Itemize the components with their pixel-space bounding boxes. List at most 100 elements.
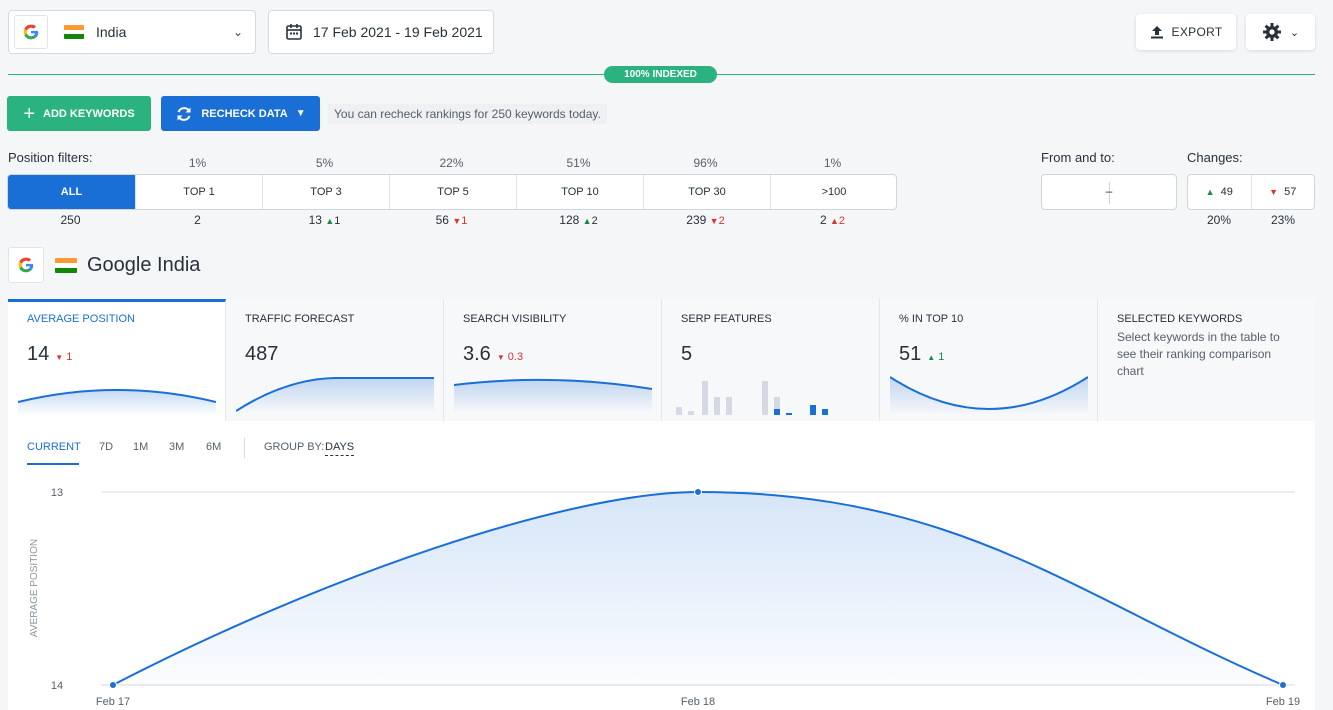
data-point [1279, 681, 1287, 689]
export-button[interactable]: EXPORT [1136, 14, 1236, 50]
y-tick-label: 14 [51, 680, 63, 692]
from-to-range[interactable]: – [1041, 174, 1177, 210]
filter-pct: 22% [439, 156, 464, 170]
position-chart: 13 14 AVERAGE POSITION Feb 17 Feb 18 Feb 19 [29, 487, 1300, 708]
add-keywords-button[interactable]: + ADD KEYWORDS [7, 96, 151, 131]
recheck-data-label: RECHECK DATA [201, 107, 288, 120]
filter-all[interactable]: ALL [8, 175, 135, 209]
date-range-text: 17 Feb 2021 - 19 Feb 2021 [313, 24, 483, 40]
metric-value: 3.6 ▼ 0.3 [463, 343, 524, 365]
x-tick-label: Feb 19 [1266, 696, 1300, 708]
changes-down[interactable]: ▼ 57 [1269, 186, 1297, 198]
position-filters-label: Position filters: [8, 150, 93, 165]
plus-icon: + [23, 102, 35, 125]
google-icon [14, 15, 48, 49]
from-to-label: From and to: [1041, 150, 1115, 165]
x-tick-label: Feb 17 [96, 696, 130, 708]
serp-bars [676, 381, 828, 415]
export-label: EXPORT [1171, 25, 1223, 39]
metric-value: 5 [681, 343, 693, 365]
filter-top10[interactable]: TOP 10 [516, 175, 643, 209]
filter-count: 2 ▲2 [819, 213, 846, 227]
sparkline [18, 389, 216, 416]
changes-label: Changes: [1187, 150, 1243, 165]
position-filter-bar: ALL TOP 1 TOP 3 TOP 5 TOP 10 TOP 30 >100 [7, 174, 897, 210]
chevron-down-icon: ⌄ [232, 25, 243, 39]
filter-count: 239 ▼2 [686, 213, 725, 227]
metrics-row: AVERAGE POSITION 14 ▼ 1 TRAFFIC FORECAST … [8, 299, 1315, 421]
metric-label: SEARCH VISIBILITY [463, 313, 567, 325]
metric-selected-keywords: SELECTED KEYWORDS Select keywords in the… [1098, 299, 1315, 421]
calendar-icon [286, 24, 302, 40]
google-icon [8, 247, 44, 283]
chevron-down-icon: ⌄ [1289, 26, 1300, 39]
divider [244, 438, 245, 458]
india-flag-icon [55, 258, 77, 273]
arrow-down-icon: ▼ [452, 216, 462, 226]
metric-serp-features[interactable]: SERP FEATURES 5 [662, 299, 880, 421]
changes-up-pct: 20% [1206, 213, 1232, 227]
india-flag-icon [64, 25, 84, 39]
gear-icon [1262, 23, 1281, 41]
filter-count: 13 ▲1 [308, 213, 341, 227]
arrow-up-icon: ▲ [325, 216, 335, 226]
recheck-data-button[interactable]: RECHECK DATA ▼ [161, 96, 320, 131]
metric-label: TRAFFIC FORECAST [245, 313, 355, 325]
series-area [113, 492, 1283, 685]
metric-label: SERP FEATURES [681, 313, 772, 325]
filter-pct: 1% [823, 156, 842, 170]
filter-top1[interactable]: TOP 1 [135, 175, 262, 209]
tab-3m[interactable]: 3M [169, 441, 185, 453]
changes-up[interactable]: ▲ 49 [1188, 175, 1252, 209]
indexed-badge: 100% INDEXED [604, 66, 717, 83]
group-by-select[interactable]: DAYS [325, 441, 355, 456]
data-point [694, 488, 702, 496]
date-range-picker[interactable]: 17 Feb 2021 - 19 Feb 2021 [268, 10, 494, 54]
sparkline [890, 376, 1088, 415]
country-name: India [96, 24, 127, 40]
arrow-up-icon: ▲ [582, 216, 592, 226]
filter-top5[interactable]: TOP 5 [389, 175, 516, 209]
filter-count: 250 [60, 213, 81, 227]
group-by-label: GROUP BY: [264, 441, 325, 453]
filter-top3[interactable]: TOP 3 [262, 175, 389, 209]
metric-search-visibility[interactable]: SEARCH VISIBILITY 3.6 ▼ 0.3 [444, 299, 662, 421]
changes-down-pct: 23% [1270, 213, 1296, 227]
filter-count: 128 ▲2 [559, 213, 598, 227]
filter-pct: 1% [188, 156, 207, 170]
metric-average-position[interactable]: AVERAGE POSITION 14 ▼ 1 [8, 299, 226, 421]
arrow-up-icon: ▲ [829, 216, 839, 226]
data-point [109, 681, 117, 689]
add-keywords-label: ADD KEYWORDS [43, 107, 135, 120]
metric-label: AVERAGE POSITION [27, 313, 135, 325]
metric-value: 51 ▲ 1 [899, 343, 945, 365]
changes-filter: ▲ 49 ▼ 57 [1187, 174, 1315, 210]
y-tick-label: 13 [51, 487, 63, 499]
arrow-down-icon: ▼ [1269, 187, 1279, 197]
refresh-icon [177, 106, 191, 121]
metric-value: 487 [245, 343, 279, 365]
filter-pct: 51% [566, 156, 591, 170]
filter-top30[interactable]: TOP 30 [643, 175, 770, 209]
metric-label: SELECTED KEYWORDS [1117, 313, 1243, 325]
tab-current[interactable]: CURRENT [27, 441, 81, 453]
metric-traffic-forecast[interactable]: TRAFFIC FORECAST 487 [226, 299, 444, 421]
arrow-up-icon: ▲ [1205, 187, 1215, 197]
country-select[interactable]: India ⌄ [8, 10, 256, 54]
from-to-value: – [1105, 184, 1113, 198]
metric-percent-top10[interactable]: % IN TOP 10 51 ▲ 1 [880, 299, 1098, 421]
settings-button[interactable]: ⌄ [1246, 14, 1315, 50]
tab-1m[interactable]: 1M [133, 441, 149, 453]
filter-pct: 5% [315, 156, 334, 170]
filter-pct: 96% [693, 156, 718, 170]
tab-6m[interactable]: 6M [206, 441, 222, 453]
filter-count: 2 [194, 213, 201, 227]
arrow-down-icon: ▼ [55, 353, 64, 362]
metric-label: % IN TOP 10 [899, 313, 964, 325]
filter-over100[interactable]: >100 [770, 175, 896, 209]
y-axis-label: AVERAGE POSITION [29, 539, 40, 637]
tab-7d[interactable]: 7D [99, 441, 114, 453]
filter-count: 56 ▼1 [435, 213, 468, 227]
sparkline [454, 378, 652, 413]
recheck-note: You can recheck rankings for 250 keyword… [328, 104, 607, 124]
